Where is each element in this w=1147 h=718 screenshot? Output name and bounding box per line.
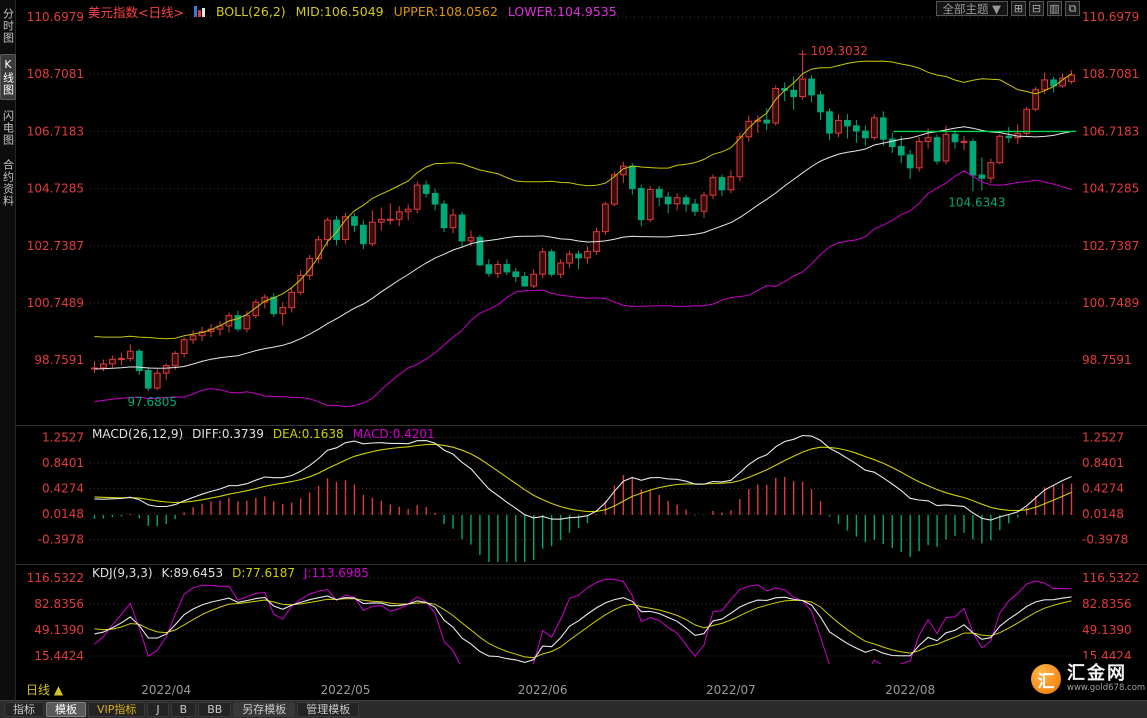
top-readout-bar: 美元指数<日线> BOLL(26,2) MID:106.5049 UPPER:1… — [88, 3, 617, 20]
sidebar-tab-kline-chart[interactable]: K线图 — [0, 54, 16, 100]
macd-diff-value: DIFF:0.3739 — [192, 427, 264, 441]
boll-lower-value: LOWER:104.9535 — [507, 4, 617, 19]
tab-save-template[interactable]: 另存模板 — [233, 702, 296, 717]
y-axis-label: 82.8356 — [34, 597, 84, 611]
y-axis-label: 0.4274 — [42, 482, 84, 496]
tab-template[interactable]: 模板 — [46, 702, 86, 717]
left-sidebar: 分时图 K线图 闪电图 合约资料 — [0, 0, 16, 700]
boll-upper-value: UPPER:108.0562 — [393, 4, 498, 19]
price-annotation: 97.6805 — [127, 395, 177, 409]
new-window-icon[interactable]: ⧉ — [1065, 1, 1080, 16]
kdj-k-value: K:89.6453 — [161, 566, 224, 580]
x-axis-label: 2022/05 — [321, 683, 371, 697]
y-axis-label: 1.2527 — [42, 431, 84, 445]
y-axis-label: 100.7489 — [1082, 296, 1139, 310]
y-axis-label: 106.7183 — [1082, 124, 1139, 138]
candlesticks — [91, 57, 1075, 392]
tab-vip-indicator[interactable]: VIP指标 — [88, 702, 146, 717]
x-axis-label: 2022/07 — [706, 683, 756, 697]
y-axis-label: 98.7591 — [34, 353, 84, 367]
indicator-icon — [193, 6, 206, 17]
y-axis-label: -0.3978 — [38, 533, 84, 547]
panel-list-icon[interactable]: ▥ — [1047, 1, 1062, 16]
y-axis-label: 104.7285 — [1082, 182, 1139, 196]
price-annotation: 109.3032 — [811, 44, 868, 58]
x-axis-label: 2022/04 — [141, 683, 191, 697]
x-axis-label: 2022/08 — [885, 683, 935, 697]
y-axis-label: 49.1390 — [1082, 623, 1132, 637]
symbol-title: 美元指数<日线> — [88, 5, 184, 20]
macd-macd-value: MACD:0.4201 — [352, 427, 435, 441]
y-axis-label: 1.2527 — [1082, 431, 1124, 445]
tab-b[interactable]: B — [170, 702, 197, 717]
tab-j[interactable]: J — [147, 702, 169, 717]
y-axis-label: -0.3978 — [1082, 533, 1128, 547]
kdj-j-value: J:113.6985 — [304, 566, 369, 580]
sidebar-tab-lightning-chart[interactable]: 闪电图 — [1, 110, 15, 146]
theme-dropdown[interactable]: 全部主题 ▼ — [935, 1, 1008, 16]
quad-grid-icon[interactable]: ⊞ — [1011, 1, 1026, 16]
y-axis-label: 116.5322 — [1082, 571, 1139, 585]
y-axis-label: 82.8356 — [1082, 597, 1132, 611]
y-axis-label: 49.1390 — [34, 623, 84, 637]
tab-bb[interactable]: BB — [198, 702, 232, 717]
y-axis-label: 108.7081 — [1082, 67, 1139, 81]
sidebar-tab-time-chart[interactable]: 分时图 — [1, 8, 15, 44]
boll-mid-value: MID:106.5049 — [295, 4, 384, 19]
window-controls: 全部主题 ▼ ⊞ ⊟ ▥ ⧉ — [935, 1, 1080, 16]
bollinger-bands — [94, 60, 1072, 408]
y-axis-label: 0.0148 — [1082, 507, 1124, 521]
kdj-panel — [94, 578, 1072, 664]
y-axis-label: 104.7285 — [27, 182, 84, 196]
price-annotation: 104.6343 — [948, 195, 1005, 209]
sidebar-tab-contract-info[interactable]: 合约资料 — [1, 159, 15, 207]
y-axis-label: 0.8401 — [1082, 456, 1124, 470]
split-horizontal-icon[interactable]: ⊟ — [1029, 1, 1044, 16]
kdj-d-value: D:77.6187 — [232, 566, 295, 580]
macd-dea-value: DEA:0.1638 — [272, 427, 344, 441]
y-axis-label: 102.7387 — [27, 239, 84, 253]
y-axis-label: 108.7081 — [27, 67, 84, 81]
huijin-logo-icon: 汇 — [1031, 664, 1061, 694]
y-axis-label: 102.7387 — [1082, 239, 1139, 253]
y-axis-label: 110.6979 — [1082, 10, 1139, 24]
macd-panel — [93, 434, 1073, 562]
y-axis-label: 15.4424 — [34, 649, 84, 663]
tab-indicator[interactable]: 指标 — [4, 702, 44, 717]
y-axis-label: 0.0148 — [42, 507, 84, 521]
macd-label: MACD(26,12,9) — [92, 427, 184, 441]
logo-name: 汇金网 — [1067, 663, 1127, 685]
y-axis-label: 116.5322 — [27, 571, 84, 585]
bottom-tab-bar: 指标 模板 VIP指标 J B BB 另存模板 管理模板 — [0, 700, 1147, 718]
y-axis-label: 106.7183 — [27, 124, 84, 138]
gold678-watermark: 汇 汇金网 www.gold678.com — [1027, 659, 1145, 699]
period-selector[interactable]: 日线 ▲ — [26, 683, 64, 697]
y-axis-label: 98.7591 — [1082, 353, 1132, 367]
tab-manage-template[interactable]: 管理模板 — [297, 702, 360, 717]
x-axis-label: 2022/06 — [518, 683, 568, 697]
kdj-label: KDJ(9,3,3) — [92, 566, 153, 580]
logo-url: www.gold678.com — [1067, 683, 1146, 694]
macd-readout: MACD(26,12,9) DIFF:0.3739 DEA:0.1638 MAC… — [92, 427, 435, 441]
boll-label: BOLL(26,2) — [215, 4, 286, 19]
y-axis-label: 110.6979 — [27, 10, 84, 24]
y-axis-label: 0.4274 — [1082, 482, 1124, 496]
y-axis-label: 100.7489 — [27, 296, 84, 310]
kdj-readout: KDJ(9,3,3) K:89.6453 D:77.6187 J:113.698… — [92, 566, 369, 580]
y-axis-label: 0.8401 — [42, 456, 84, 470]
